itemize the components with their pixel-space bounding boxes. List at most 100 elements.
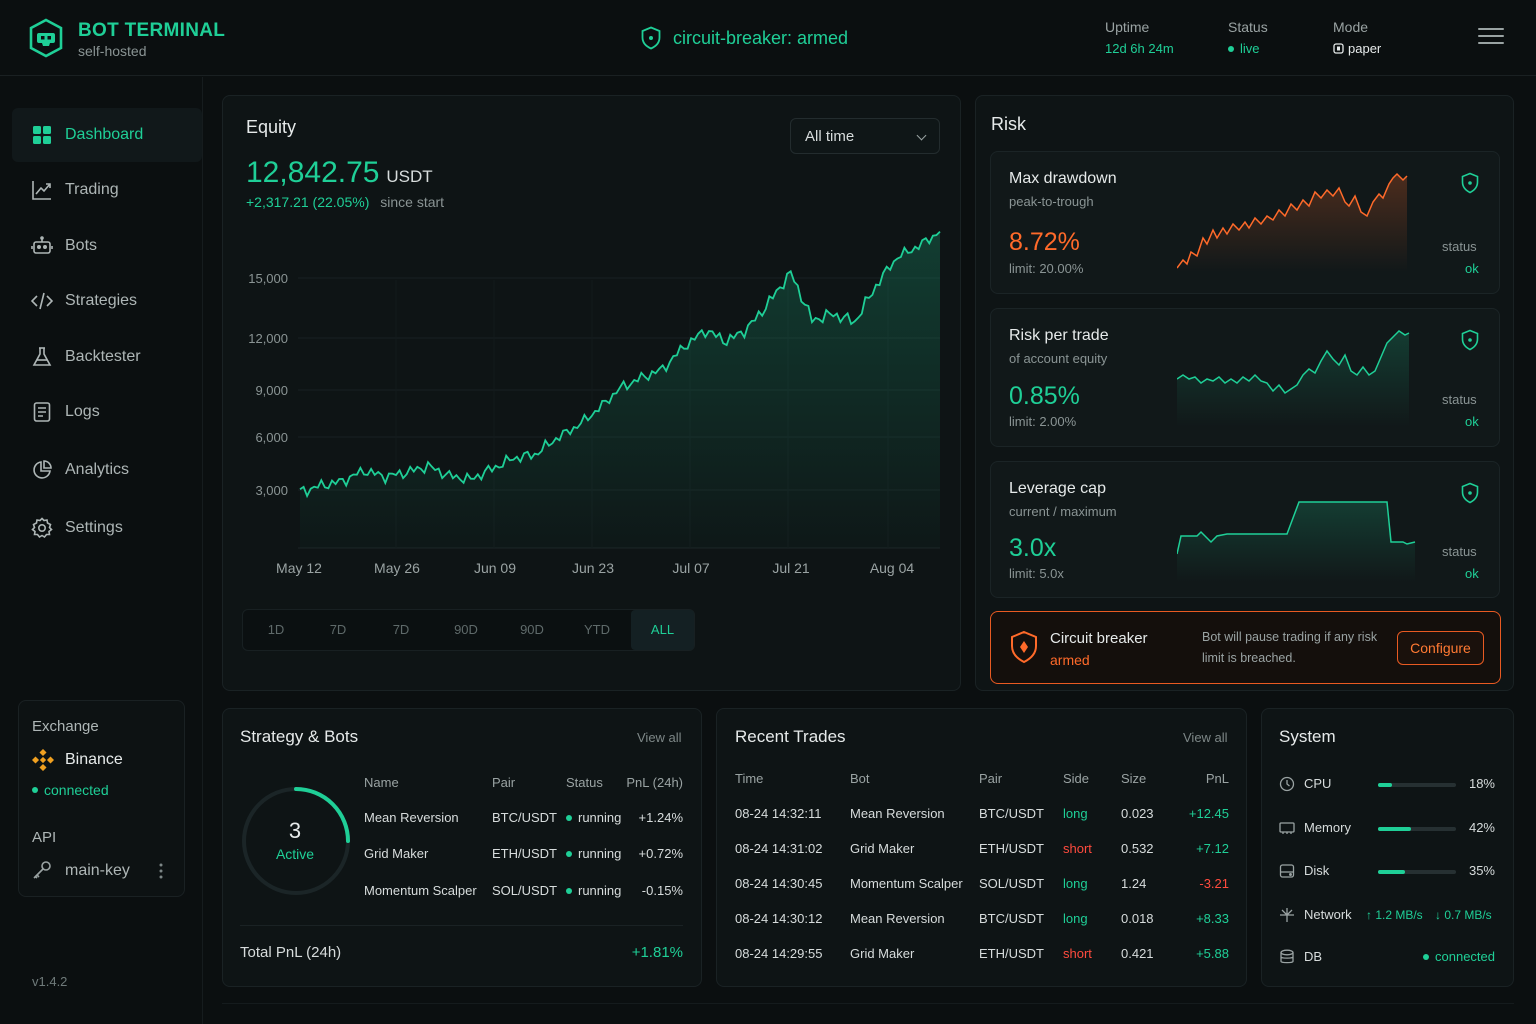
disk-bar bbox=[1378, 870, 1456, 874]
risk-card-max-drawdown: Max drawdown peak-to-trough 8.72% limit:… bbox=[990, 151, 1500, 294]
timeframe-7d-alt[interactable]: 7D bbox=[392, 622, 410, 637]
trade-bot[interactable]: Mean Reversion bbox=[850, 911, 945, 926]
trades-view-all-link[interactable]: View all bbox=[1183, 730, 1228, 745]
trade-bot[interactable]: Mean Reversion bbox=[850, 806, 945, 821]
network-label: Network bbox=[1304, 907, 1352, 922]
system-cpu-row: CPU 18% bbox=[1279, 775, 1497, 795]
trade-bot[interactable]: Grid Maker bbox=[850, 841, 915, 856]
trade-time: 08-24 14:32:11 bbox=[735, 806, 822, 821]
risk-card-status-label: status bbox=[1442, 392, 1477, 407]
timeframe-90d-alt[interactable]: 90D bbox=[520, 622, 544, 637]
circuit-breaker-card: Circuit breaker armed Bot will pause tra… bbox=[990, 611, 1501, 684]
trade-pair: ETH/USDT bbox=[979, 946, 1044, 961]
risk-card-risk-per-trade: Risk per trade of account equity 0.85% l… bbox=[990, 308, 1500, 447]
equity-unit: USDT bbox=[386, 167, 433, 186]
binance-logo-icon bbox=[32, 749, 54, 771]
network-down: ↓ 0.7 MB/s bbox=[1435, 908, 1492, 922]
sidebar-item-settings[interactable]: Settings bbox=[12, 501, 202, 555]
risk-per-trade-sparkline bbox=[1177, 330, 1410, 427]
bot-name[interactable]: Momentum Scalper bbox=[364, 883, 477, 898]
risk-card-status-label: status bbox=[1442, 544, 1477, 559]
timeframe-ytd[interactable]: YTD bbox=[584, 622, 610, 637]
hamburger-menu-icon[interactable] bbox=[1478, 28, 1504, 48]
bot-name[interactable]: Mean Reversion bbox=[364, 810, 459, 825]
shield-check-icon bbox=[1461, 329, 1479, 351]
running-dot-icon bbox=[566, 887, 572, 894]
cpu-label: CPU bbox=[1304, 776, 1332, 791]
trade-bot[interactable]: Grid Maker bbox=[850, 946, 915, 961]
system-network-row: Network ↑ 1.2 MB/s ↓ 0.7 MB/s bbox=[1279, 906, 1497, 926]
strategy-view-all-link[interactable]: View all bbox=[637, 730, 682, 745]
timeframe-1d[interactable]: 1D bbox=[267, 622, 285, 637]
total-pnl-value: +1.81% bbox=[631, 944, 683, 961]
memory-bar bbox=[1378, 827, 1456, 831]
active-bots-ring bbox=[242, 787, 350, 895]
trade-bot[interactable]: Momentum Scalper bbox=[850, 876, 963, 891]
db-dot-icon bbox=[1423, 953, 1429, 960]
bottom-divider bbox=[222, 1003, 1514, 1004]
sidebar-item-logs[interactable]: Logs bbox=[12, 385, 202, 439]
sidebar bbox=[0, 77, 203, 1024]
risk-card-status-label: status bbox=[1442, 239, 1477, 254]
code-icon bbox=[31, 290, 53, 312]
x-tick-label: Jul 21 bbox=[772, 560, 810, 576]
risk-card-subtitle: peak-to-trough bbox=[1009, 194, 1094, 209]
x-tick-label: Jul 07 bbox=[672, 560, 710, 576]
pie-chart-icon bbox=[31, 459, 53, 481]
equity-change-suffix: since start bbox=[380, 194, 445, 210]
shield-check-icon bbox=[1461, 172, 1479, 194]
sidebar-item-strategies[interactable]: Strategies bbox=[12, 274, 202, 328]
bot-pair: BTC/USDT bbox=[492, 810, 557, 825]
timeframe-90d[interactable]: 90D bbox=[454, 622, 478, 637]
equity-value: 12,842.75 bbox=[246, 156, 380, 189]
timeframe-all[interactable]: ALL bbox=[631, 610, 694, 650]
sidebar-item-backtester[interactable]: Backtester bbox=[12, 330, 202, 384]
trade-pnl: +8.33 bbox=[1196, 911, 1229, 926]
disk-icon bbox=[1279, 864, 1295, 878]
memory-label: Memory bbox=[1304, 820, 1351, 835]
running-dot-icon bbox=[566, 814, 572, 821]
configure-button[interactable]: Configure bbox=[1397, 631, 1484, 665]
active-bots-label: Active bbox=[275, 846, 315, 862]
document-icon bbox=[31, 401, 53, 423]
y-tick-label: 15,000 bbox=[248, 271, 288, 286]
risk-card-value: 8.72% bbox=[1009, 228, 1080, 256]
x-tick-label: May 26 bbox=[374, 560, 420, 576]
memory-bar-fill bbox=[1378, 827, 1411, 831]
sidebar-item-label: Bots bbox=[65, 237, 98, 254]
circuit-breaker-desc-1: Bot will pause trading if any risk bbox=[1202, 630, 1378, 644]
more-options-icon[interactable] bbox=[158, 862, 164, 880]
risk-title: Risk bbox=[991, 114, 1026, 134]
range-select[interactable]: All time bbox=[790, 118, 940, 154]
trade-pnl: +12.45 bbox=[1188, 806, 1229, 821]
bot-name[interactable]: Grid Maker bbox=[364, 846, 429, 861]
sidebar-item-bots[interactable]: Bots bbox=[12, 219, 202, 273]
db-status-text: connected bbox=[1435, 949, 1495, 964]
exchange-status: connected bbox=[32, 782, 109, 798]
sidebar-item-analytics[interactable]: Analytics bbox=[12, 443, 202, 497]
bot-status: running bbox=[566, 846, 621, 861]
sidebar-item-label: Settings bbox=[65, 519, 123, 536]
risk-card-title: Leverage cap bbox=[1009, 480, 1106, 497]
col-header-bot: Bot bbox=[850, 771, 870, 786]
trade-pair: ETH/USDT bbox=[979, 841, 1044, 856]
timeframe-7d[interactable]: 7D bbox=[329, 622, 347, 637]
sidebar-item-dashboard[interactable]: Dashboard bbox=[12, 108, 202, 162]
memory-icon bbox=[1279, 822, 1295, 834]
col-header-pair: Pair bbox=[979, 771, 1003, 786]
trade-side: short bbox=[1063, 841, 1092, 856]
trade-size: 0.023 bbox=[1121, 806, 1154, 821]
col-header-pnl: PnL (24h) bbox=[626, 775, 683, 790]
api-label: API bbox=[32, 829, 57, 846]
risk-card-value: 3.0x bbox=[1009, 534, 1057, 562]
trade-pair: SOL/USDT bbox=[979, 876, 1045, 891]
trade-side: long bbox=[1063, 806, 1088, 821]
risk-card-status: ok bbox=[1465, 261, 1479, 276]
bot-status-text: running bbox=[578, 846, 622, 861]
db-label: DB bbox=[1304, 949, 1323, 964]
live-dot-icon bbox=[1228, 45, 1234, 52]
sidebar-item-trading[interactable]: Trading bbox=[12, 163, 202, 217]
x-tick-label: May 12 bbox=[276, 560, 322, 576]
risk-card-title: Risk per trade bbox=[1009, 327, 1109, 344]
trade-size: 0.532 bbox=[1121, 841, 1154, 856]
